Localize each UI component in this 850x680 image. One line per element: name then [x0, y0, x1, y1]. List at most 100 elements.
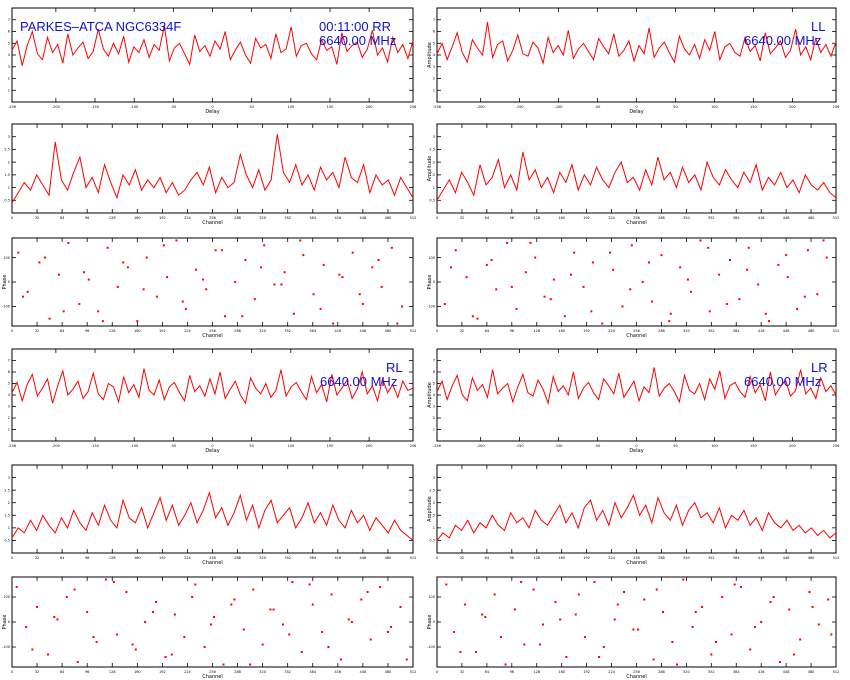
- x-tick-label: 50: [673, 444, 677, 448]
- lr-phase-panel: 0 32 64 96 128 160 192 224 256 288 320 352 384 416 448…: [427, 576, 839, 680]
- x-tick-label: 32: [460, 216, 464, 220]
- phase-point: [175, 239, 178, 242]
- phase-point: [194, 583, 197, 586]
- phase-point: [327, 646, 330, 648]
- phase-point: [453, 631, 456, 633]
- y-tick-label: 2: [8, 77, 10, 81]
- x-tick-label: 0: [11, 216, 13, 220]
- phase-point: [570, 273, 573, 276]
- phase-point: [694, 611, 697, 613]
- phase-point: [471, 315, 474, 318]
- phase-point: [714, 641, 717, 643]
- x-tick-label: 0: [11, 670, 13, 674]
- x-tick-label: 192: [159, 556, 166, 560]
- x-tick-label: 256: [209, 556, 216, 560]
- x-tick-label: 150: [750, 105, 757, 109]
- phase-point: [181, 300, 184, 303]
- phase-point: [281, 623, 284, 626]
- phase-point: [233, 598, 236, 601]
- phase-point: [757, 283, 760, 286]
- x-tick-label: 160: [558, 216, 565, 220]
- x-tick-label: -50: [170, 444, 176, 448]
- rr-delay-panel: -256 -200 -150 -100 -50 0 50 100 150 200 256 1 2 3 4 5 6…: [8, 7, 416, 115]
- rl-polarization-label: RL: [386, 360, 403, 375]
- phase-point: [106, 246, 109, 249]
- x-tick-label: 384: [309, 556, 316, 560]
- y-tick-label: 1: [8, 526, 10, 530]
- x-tick-label: 192: [583, 556, 590, 560]
- x-axis-label: Delay: [629, 109, 643, 115]
- phase-point: [565, 656, 568, 658]
- y-tick-label: 4: [433, 393, 436, 397]
- y-tick-label: 4: [8, 53, 11, 57]
- x-tick-label: 256: [209, 670, 216, 674]
- x-tick-label: -50: [595, 105, 601, 109]
- x-tick-label: 320: [683, 216, 690, 220]
- phase-point: [669, 312, 672, 315]
- phase-point: [283, 271, 286, 274]
- y-tick-label: 2.5: [429, 148, 435, 152]
- y-axis-label: Amplitude: [427, 382, 433, 408]
- x-tick-label: 480: [808, 216, 815, 220]
- phase-point: [234, 281, 237, 283]
- x-tick-label: 352: [708, 670, 715, 674]
- plot-frame: [436, 237, 837, 327]
- x-tick-label: 352: [284, 670, 291, 674]
- x-tick-label: 256: [410, 444, 417, 448]
- phase-point: [86, 611, 89, 613]
- x-tick-label: 320: [259, 329, 266, 333]
- phase-point: [48, 317, 51, 320]
- x-tick-label: 192: [583, 216, 590, 220]
- x-tick-label: -150: [91, 444, 99, 448]
- phase-point: [747, 246, 750, 249]
- phase-point: [520, 581, 523, 583]
- x-tick-label: 0: [436, 556, 438, 560]
- phase-point: [209, 623, 212, 626]
- phase-point: [195, 268, 198, 271]
- phase-point: [746, 268, 749, 271]
- y-tick-label: 0: [8, 620, 10, 624]
- phase-point: [623, 591, 626, 593]
- phase-point: [155, 295, 158, 298]
- phase-point: [777, 263, 780, 266]
- x-axis-label: Channel: [202, 333, 223, 339]
- x-tick-label: 128: [109, 216, 116, 220]
- phase-point: [115, 633, 118, 636]
- x-tick-label: 480: [385, 329, 392, 333]
- phase-point: [21, 295, 24, 298]
- phase-point: [36, 606, 39, 608]
- x-tick-label: 128: [109, 329, 116, 333]
- phase-point: [203, 646, 206, 648]
- x-tick-label: 160: [134, 556, 141, 560]
- phase-point: [116, 285, 119, 288]
- phase-point: [17, 251, 20, 254]
- phase-point: [788, 608, 791, 611]
- x-tick-label: 150: [327, 444, 334, 448]
- x-tick-label: 0: [635, 444, 637, 448]
- plot-frame: [11, 237, 414, 327]
- lr-delay-panel: -256 -200 -150 -100 -50 0 50 100 150 200 256 1 2 3 4 5 6…: [427, 348, 839, 454]
- phase-point: [506, 241, 509, 244]
- series-line: [11, 134, 414, 204]
- y-tick-label: 3: [433, 405, 435, 409]
- x-tick-label: 150: [750, 444, 757, 448]
- phase-point: [57, 273, 60, 276]
- x-tick-label: -50: [595, 444, 601, 448]
- y-tick-label: 100: [428, 256, 435, 260]
- phase-point: [806, 249, 809, 252]
- series-line: [11, 490, 414, 541]
- phase-point: [682, 578, 685, 581]
- phase-point: [690, 290, 693, 293]
- phase-point: [104, 578, 107, 581]
- phase-point: [339, 658, 342, 661]
- phase-point: [792, 653, 795, 656]
- phase-point: [552, 278, 555, 281]
- phase-point: [655, 588, 658, 591]
- x-tick-label: 480: [808, 329, 815, 333]
- x-tick-label: 384: [733, 556, 740, 560]
- phase-point: [170, 653, 173, 656]
- phase-point: [549, 298, 552, 301]
- phase-point: [78, 303, 81, 305]
- x-tick-label: 0: [436, 216, 438, 220]
- phase-point: [38, 261, 41, 264]
